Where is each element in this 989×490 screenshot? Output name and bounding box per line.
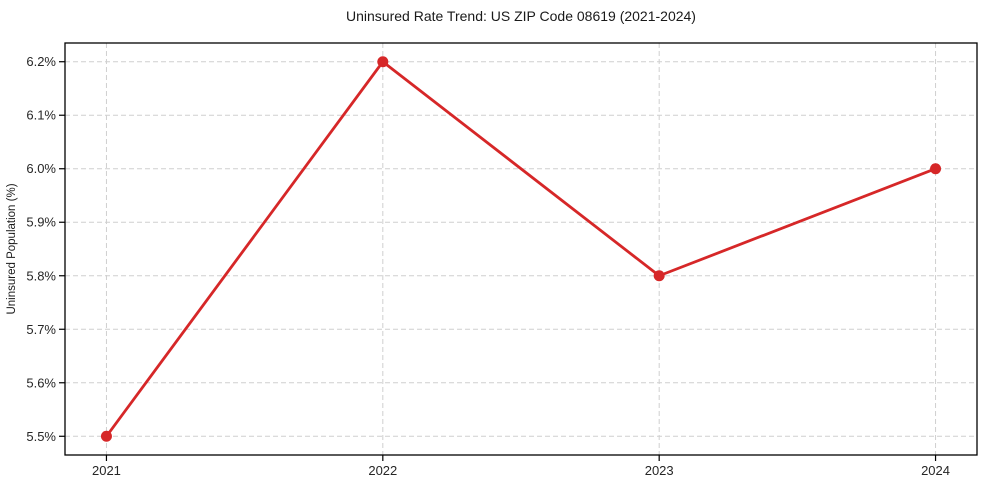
y-tick-label: 5.8% bbox=[26, 268, 56, 283]
y-tick-label: 5.5% bbox=[26, 429, 56, 444]
y-tick-label: 6.1% bbox=[26, 108, 56, 123]
axes-frame bbox=[64, 42, 978, 456]
y-tick-label: 5.9% bbox=[26, 215, 56, 230]
x-tick-label: 2024 bbox=[921, 463, 950, 478]
x-tick-label: 2021 bbox=[92, 463, 121, 478]
y-tick-label: 6.2% bbox=[26, 54, 56, 69]
y-tick-label: 5.7% bbox=[26, 322, 56, 337]
data-point-marker bbox=[100, 430, 112, 442]
y-tick-label: 5.6% bbox=[26, 375, 56, 390]
y-axis-label: Uninsured Population (%) bbox=[6, 183, 18, 314]
y-tick-label: 6.0% bbox=[26, 161, 56, 176]
x-tick-label: 2022 bbox=[368, 463, 397, 478]
trend-line bbox=[105, 60, 937, 438]
data-point-marker bbox=[377, 56, 389, 68]
plot-group: 2021 2022 2023 2024 5.5% 5.6% 5.7% 5.8% 5.9% 6.0%… bbox=[26, 42, 978, 478]
data-point-marker bbox=[930, 163, 942, 175]
x-tick-label: 2023 bbox=[645, 463, 674, 478]
data-point-marker bbox=[653, 270, 665, 282]
chart-title: Uninsured Rate Trend: US ZIP Code 08619 … bbox=[346, 8, 696, 24]
